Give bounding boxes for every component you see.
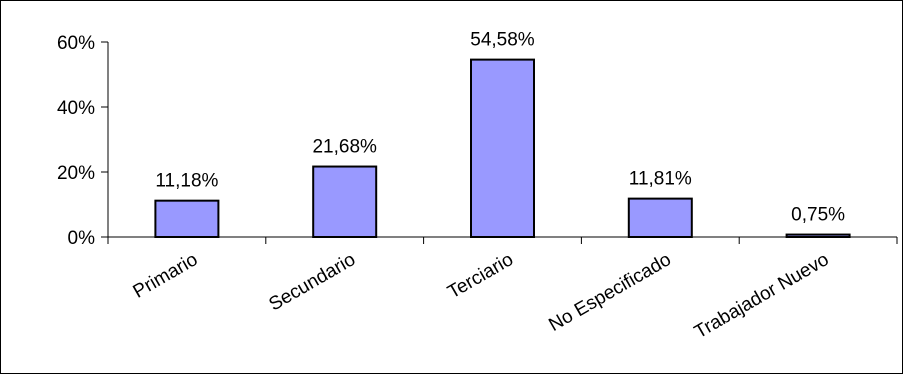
- y-tick-label: 60%: [57, 33, 95, 54]
- bar: [312, 165, 378, 238]
- data-label: 21,68%: [312, 137, 377, 158]
- data-labels: 11,18% 21,68% 54,58% 11,81% 0,75%: [155, 30, 845, 226]
- bar: [470, 58, 535, 238]
- y-tick-label: 20%: [57, 163, 95, 184]
- y-tick-label: 0%: [68, 228, 96, 249]
- data-label: 54,58%: [470, 30, 535, 51]
- bar: [154, 199, 220, 238]
- bars: [154, 58, 851, 238]
- data-label: 0,75%: [791, 205, 845, 226]
- bar: [627, 197, 693, 238]
- y-axis: 0% 20% 40% 60%: [57, 33, 109, 249]
- bar: [785, 233, 851, 238]
- data-label: 11,18%: [155, 171, 218, 192]
- data-label: 11,81%: [629, 169, 692, 190]
- y-tick-label: 40%: [57, 98, 95, 119]
